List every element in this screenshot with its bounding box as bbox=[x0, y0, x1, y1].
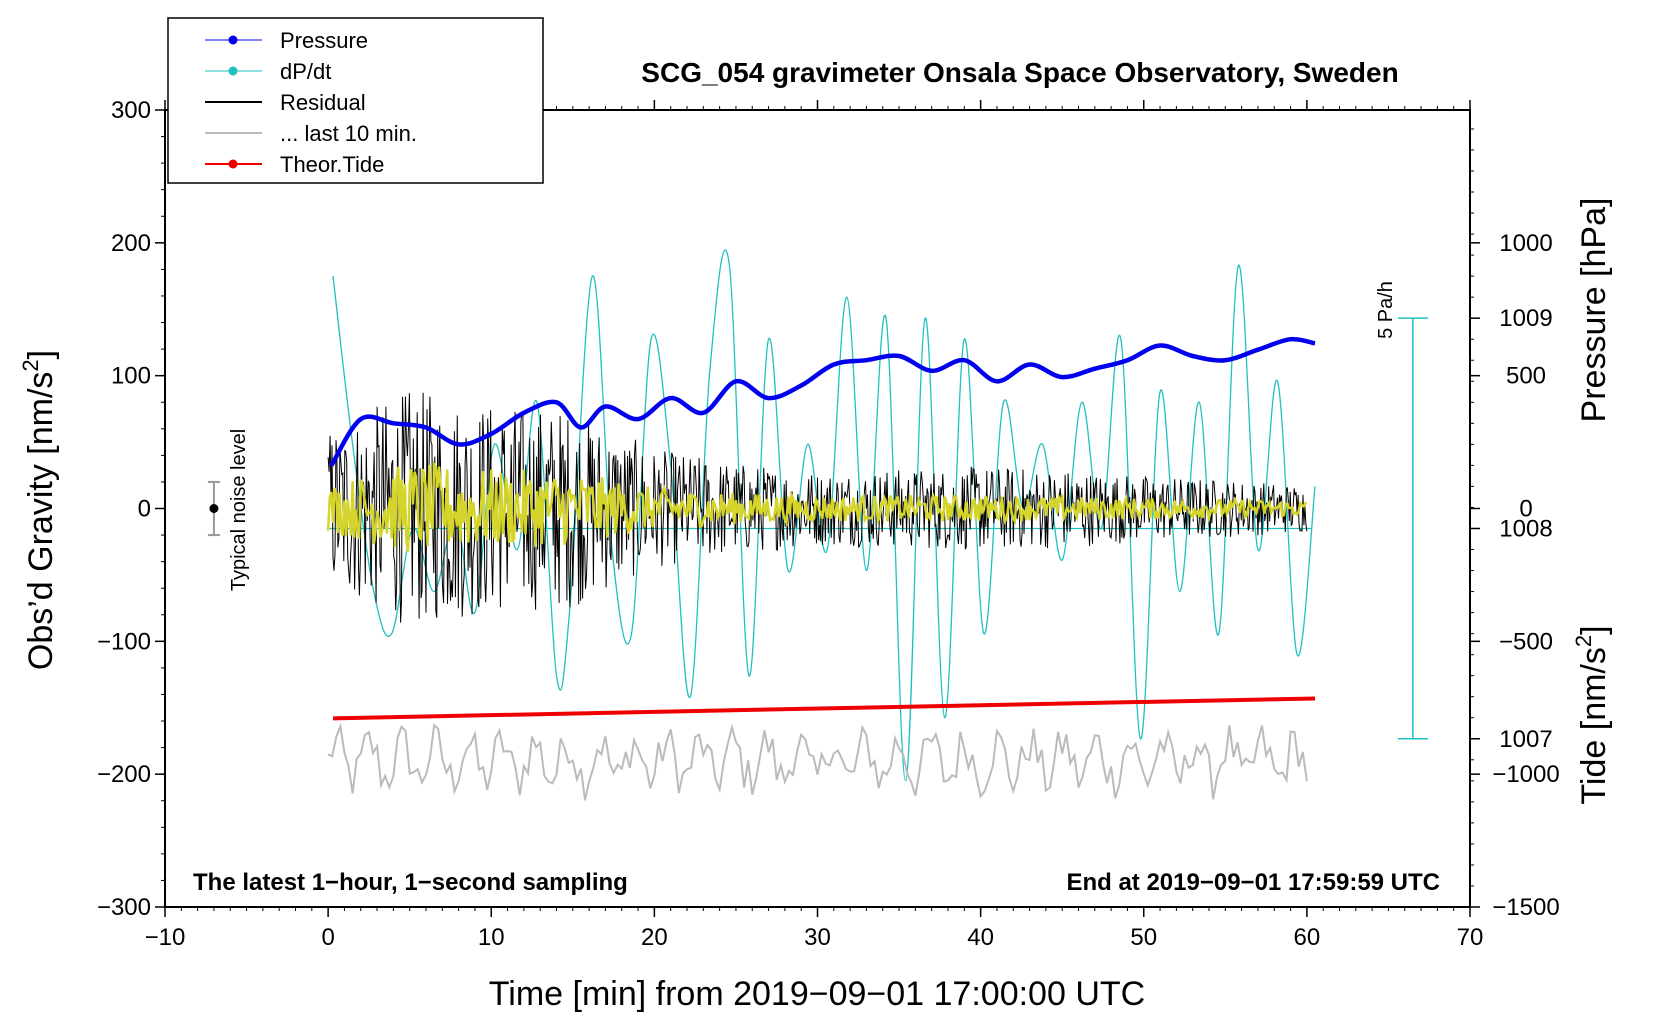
legend-items: Pressure dP/dt Residual ... last 10 min. The… bbox=[205, 28, 417, 177]
x-tick-label: 50 bbox=[1130, 924, 1157, 951]
data-series bbox=[326, 249, 1316, 801]
y-axis-label-gravity: Obs’d Gravity [nm/s2] bbox=[18, 350, 60, 670]
y-axis-label-gravity-end: ] bbox=[22, 350, 60, 359]
legend-label: ... last 10 min. bbox=[280, 121, 417, 146]
chart-title: SCG_054 gravimeter Onsala Space Observat… bbox=[641, 57, 1398, 88]
x-tick-label: 40 bbox=[967, 924, 994, 951]
y-axis-label-tide: Tide [nm/s2] bbox=[1571, 625, 1613, 804]
legend-label: Residual bbox=[280, 90, 366, 115]
dpdt-scale-label: 5 Pa/h bbox=[1375, 281, 1397, 339]
legend-box bbox=[167, 17, 544, 184]
x-tick-label: 70 bbox=[1457, 924, 1484, 951]
axis-ticks: −10 0 10 20 30 40 50 60 703002001000−100−200−300… bbox=[97, 97, 1560, 951]
legend-marker bbox=[228, 35, 238, 45]
x-tick-label: 30 bbox=[804, 924, 831, 951]
x-tick-label: −10 bbox=[145, 924, 186, 951]
x-tick-label: 10 bbox=[478, 924, 505, 951]
x-tick-label: 60 bbox=[1294, 924, 1321, 951]
y-tick-label: 0 bbox=[138, 496, 151, 523]
legend-label: Theor.Tide bbox=[280, 152, 384, 177]
y-axis-label-tide-text: Tide [nm/s bbox=[1575, 647, 1613, 804]
x-tick-label: 0 bbox=[321, 924, 334, 951]
series-dpdt-line bbox=[332, 249, 1316, 782]
x-tick-label: 20 bbox=[641, 924, 668, 951]
tide-tick-label: 500 bbox=[1506, 363, 1546, 390]
legend-label: Pressure bbox=[280, 28, 368, 53]
y-tick-label: 100 bbox=[111, 363, 151, 390]
legend-marker bbox=[228, 159, 238, 169]
pressure-tick-label: 1009 bbox=[1499, 305, 1552, 332]
y-tick-label: −100 bbox=[97, 628, 151, 655]
pressure-tick-label: 1008 bbox=[1499, 515, 1552, 542]
tide-tick-label: −500 bbox=[1499, 628, 1553, 655]
series-residual-filtered-line bbox=[326, 460, 1308, 552]
annotations bbox=[207, 317, 1428, 740]
y-axis-label-gravity-sup: 2 bbox=[18, 359, 43, 371]
y-axis-label-pressure: Pressure [hPa] bbox=[1575, 198, 1613, 423]
tide-tick-label: 0 bbox=[1519, 496, 1532, 523]
noise-bar-dot bbox=[209, 504, 219, 513]
x-axis-label: Time [min] from 2019−09−01 17:00:00 UTC bbox=[489, 975, 1145, 1013]
series-tide-line bbox=[332, 696, 1316, 721]
y-axis-label-gravity-text: Obs’d Gravity [nm/s bbox=[22, 372, 60, 671]
footer-left-note: The latest 1−hour, 1−second sampling bbox=[193, 869, 628, 896]
y-axis-label-tide-end: ] bbox=[1575, 625, 1613, 634]
y-axis-label-tide-sup: 2 bbox=[1571, 635, 1596, 647]
legend: Pressure dP/dt Residual ... last 10 min. The… bbox=[167, 17, 544, 184]
tide-tick-label: 1000 bbox=[1499, 230, 1552, 257]
series-pressure-line bbox=[329, 336, 1316, 467]
tide-tick-label: −1500 bbox=[1492, 894, 1559, 921]
y-tick-label: −300 bbox=[97, 894, 151, 921]
noise-level-label: Typical noise level bbox=[228, 429, 250, 591]
legend-marker bbox=[228, 66, 238, 76]
y-tick-label: 300 bbox=[111, 97, 151, 124]
series-last-10-min-line bbox=[327, 722, 1308, 801]
tide-tick-label: −1000 bbox=[1492, 761, 1559, 788]
pressure-tick-label: 1007 bbox=[1499, 726, 1552, 753]
footer-right-note: End at 2019−09−01 17:59:59 UTC bbox=[1066, 869, 1440, 896]
y-tick-label: 200 bbox=[111, 230, 151, 257]
y-tick-label: −200 bbox=[97, 761, 151, 788]
legend-label: dP/dt bbox=[280, 59, 331, 84]
